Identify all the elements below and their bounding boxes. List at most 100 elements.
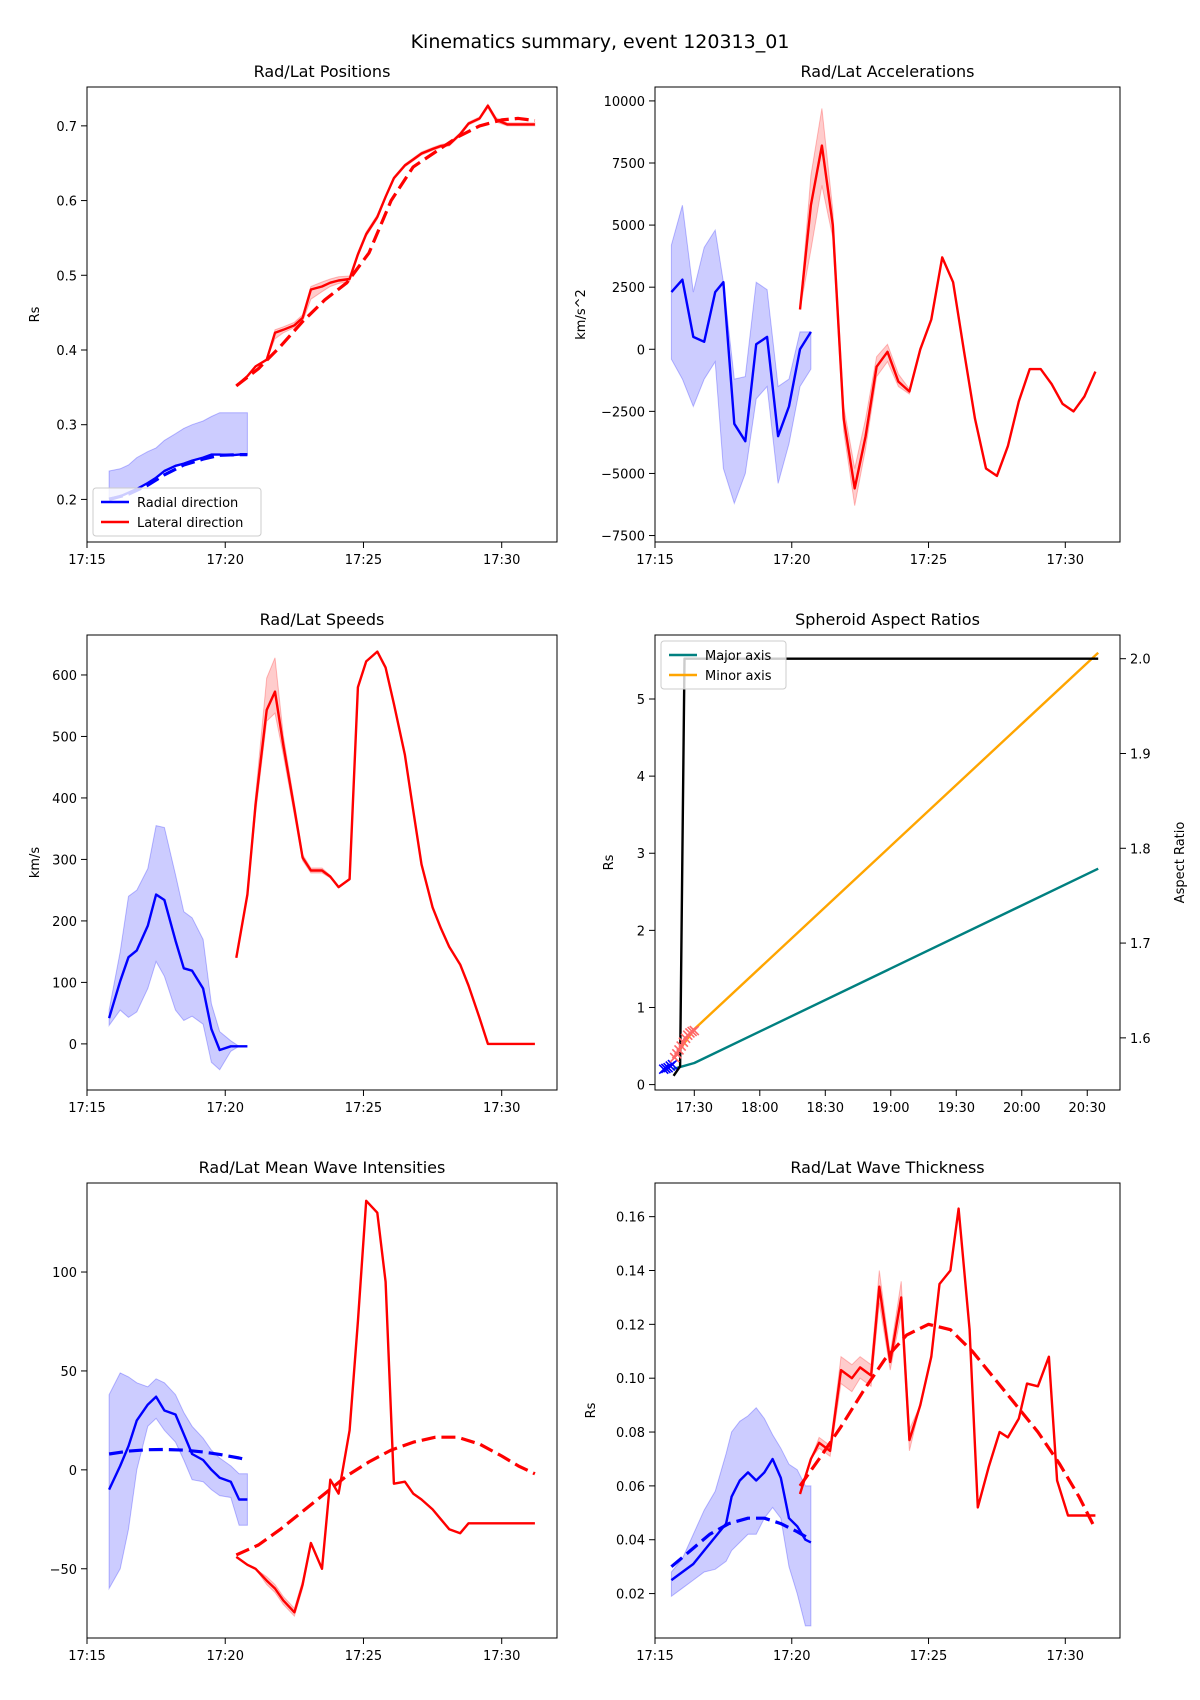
x-tick-label: 17:25: [345, 1649, 382, 1664]
plot-area: [670, 108, 1097, 506]
series-line-thickness-0: [670, 1457, 812, 1582]
plot-area: [658, 651, 1100, 1077]
band-thickness-2: [799, 1208, 1096, 1516]
y-tick-label: 0.4: [56, 344, 77, 359]
series-line-intensities-3: [235, 1435, 536, 1557]
legend-label: Minor axis: [705, 669, 772, 684]
x-tick-label: 17:15: [636, 553, 673, 568]
band-intensities-0: [108, 1372, 248, 1591]
y-axis-label: Rs: [28, 306, 43, 322]
series-line-intensities-1: [108, 1447, 248, 1462]
figure-title: Kinematics summary, event 120313_01: [411, 31, 790, 53]
y-axis-label-right: Aspect Ratio: [1173, 822, 1188, 904]
y-tick-label: 0.06: [616, 1480, 645, 1495]
chart-title: Rad/Lat Positions: [254, 62, 391, 81]
marker-aspect-1-8: [687, 1026, 698, 1037]
y-tick-label: 400: [52, 792, 77, 807]
plot-area: [108, 1199, 536, 1618]
x-tick-label: 17:25: [910, 553, 947, 568]
plot-area: [670, 1207, 1097, 1627]
band-speeds-1: [235, 650, 535, 1045]
band-accelerations-0: [670, 205, 812, 505]
axes-frame: [86, 634, 558, 1091]
y-tick-label: −5000: [601, 467, 645, 482]
y-axis-label: km/s: [28, 847, 43, 879]
x-tick-label: 17:25: [345, 553, 382, 568]
chart-aspect: 17:30 18:00 18:30 19:00 19:30 20:00 20:30 0 1 2 3 4…: [602, 610, 1188, 1116]
chart-title: Spheroid Aspect Ratios: [795, 610, 980, 629]
series-line-positions-3: [235, 116, 536, 388]
y-tick-label: 0.7: [56, 120, 77, 135]
y-tick-label: 0.3: [56, 419, 77, 434]
series-line-aspect-1: [673, 651, 1100, 1058]
band-thickness-0: [670, 1407, 812, 1627]
y-tick-label-right: 1.6: [1130, 1032, 1151, 1047]
y-tick-label: 2500: [612, 281, 645, 296]
x-tick-label: 17:30: [483, 1101, 520, 1116]
chart-thickness: 17:15 17:20 17:25 17:30 0.02 0.04 0.06 0.08 0.10…: [584, 1158, 1121, 1664]
series-line-positions-2: [235, 104, 535, 387]
x-tick-label: 17:30: [676, 1101, 713, 1116]
x-tick-label: 17:20: [207, 553, 244, 568]
y-tick-label: 0.04: [616, 1534, 645, 1549]
marker-aspect-1-9: [689, 1025, 700, 1036]
legend-label: Major axis: [705, 649, 771, 664]
series-line-aspect-0: [672, 867, 1099, 1071]
legend: Radial direction Lateral direction: [92, 487, 262, 537]
series-line-speeds-0: [107, 893, 248, 1052]
legend-label: Lateral direction: [137, 516, 243, 531]
y-axis-label: Rs: [602, 854, 617, 870]
y-tick-label: 50: [60, 1365, 77, 1380]
x-tick-label: 19:00: [872, 1101, 909, 1116]
chart-speeds: 17:15 17:20 17:25 17:30 0 100 200 300 400 500 600 R…: [28, 610, 558, 1116]
series-line-speeds-1: [235, 650, 535, 1046]
y-tick-label: 0.6: [56, 195, 77, 210]
y-tick-label-right: 1.7: [1130, 937, 1151, 952]
y-tick-label: −50: [50, 1563, 77, 1578]
y-tick-label: 100: [52, 1266, 77, 1281]
y-axis-label: Rs: [584, 1402, 599, 1418]
axes-frame: [654, 634, 1121, 1091]
y-tick-label: −2500: [601, 405, 645, 420]
y-tick-label: 200: [52, 915, 77, 930]
y-tick-label: 0.16: [616, 1211, 645, 1226]
y-tick-label: 0.14: [616, 1265, 645, 1280]
x-tick-label: 18:00: [741, 1101, 778, 1116]
x-tick-label: 17:30: [483, 553, 520, 568]
series-line-accelerations-0: [670, 278, 812, 443]
axes-frame: [86, 86, 558, 543]
series-line-intensities-0: [108, 1395, 248, 1501]
y-tick-label: 0: [637, 343, 645, 358]
x-tick-label: 19:30: [938, 1101, 975, 1116]
y-tick-label: 7500: [612, 157, 645, 172]
band-accelerations-1: [799, 108, 1096, 506]
legend-box: [92, 487, 262, 537]
x-tick-label: 17:20: [207, 1649, 244, 1664]
x-tick-label: 17:30: [483, 1649, 520, 1664]
axes-frame: [86, 1182, 558, 1639]
y-tick-label: 0.5: [56, 269, 77, 284]
x-tick-label: 20:30: [1069, 1101, 1106, 1116]
x-tick-label: 17:15: [68, 553, 105, 568]
series-line-thickness-1: [670, 1516, 812, 1568]
y-tick-label: 600: [52, 669, 77, 684]
chart-title: Rad/Lat Speeds: [260, 610, 385, 629]
x-tick-label: 17:20: [773, 1649, 810, 1664]
y-tick-label: 0.02: [616, 1588, 645, 1603]
legend-box: [660, 640, 787, 690]
y-tick-label: 0: [637, 1079, 645, 1094]
y-tick-label: 0.08: [616, 1426, 645, 1441]
x-tick-label: 17:25: [345, 1101, 382, 1116]
y-tick-label: 0.10: [616, 1372, 645, 1387]
chart-intensities: 17:15 17:20 17:25 17:30 −50 0 50 100 Rad/Lat Mea…: [50, 1158, 558, 1664]
y-tick-label: 0: [69, 1464, 77, 1479]
plot-area: [107, 650, 535, 1071]
series-line-intensities-2: [235, 1199, 535, 1614]
y-tick-label: 2: [637, 924, 645, 939]
plot-area: [108, 103, 536, 501]
y-tick-label: 0: [69, 1038, 77, 1053]
x-tick-label: 17:15: [68, 1649, 105, 1664]
y-tick-label: 5000: [612, 219, 645, 234]
y-tick-label: 1: [637, 1001, 645, 1016]
